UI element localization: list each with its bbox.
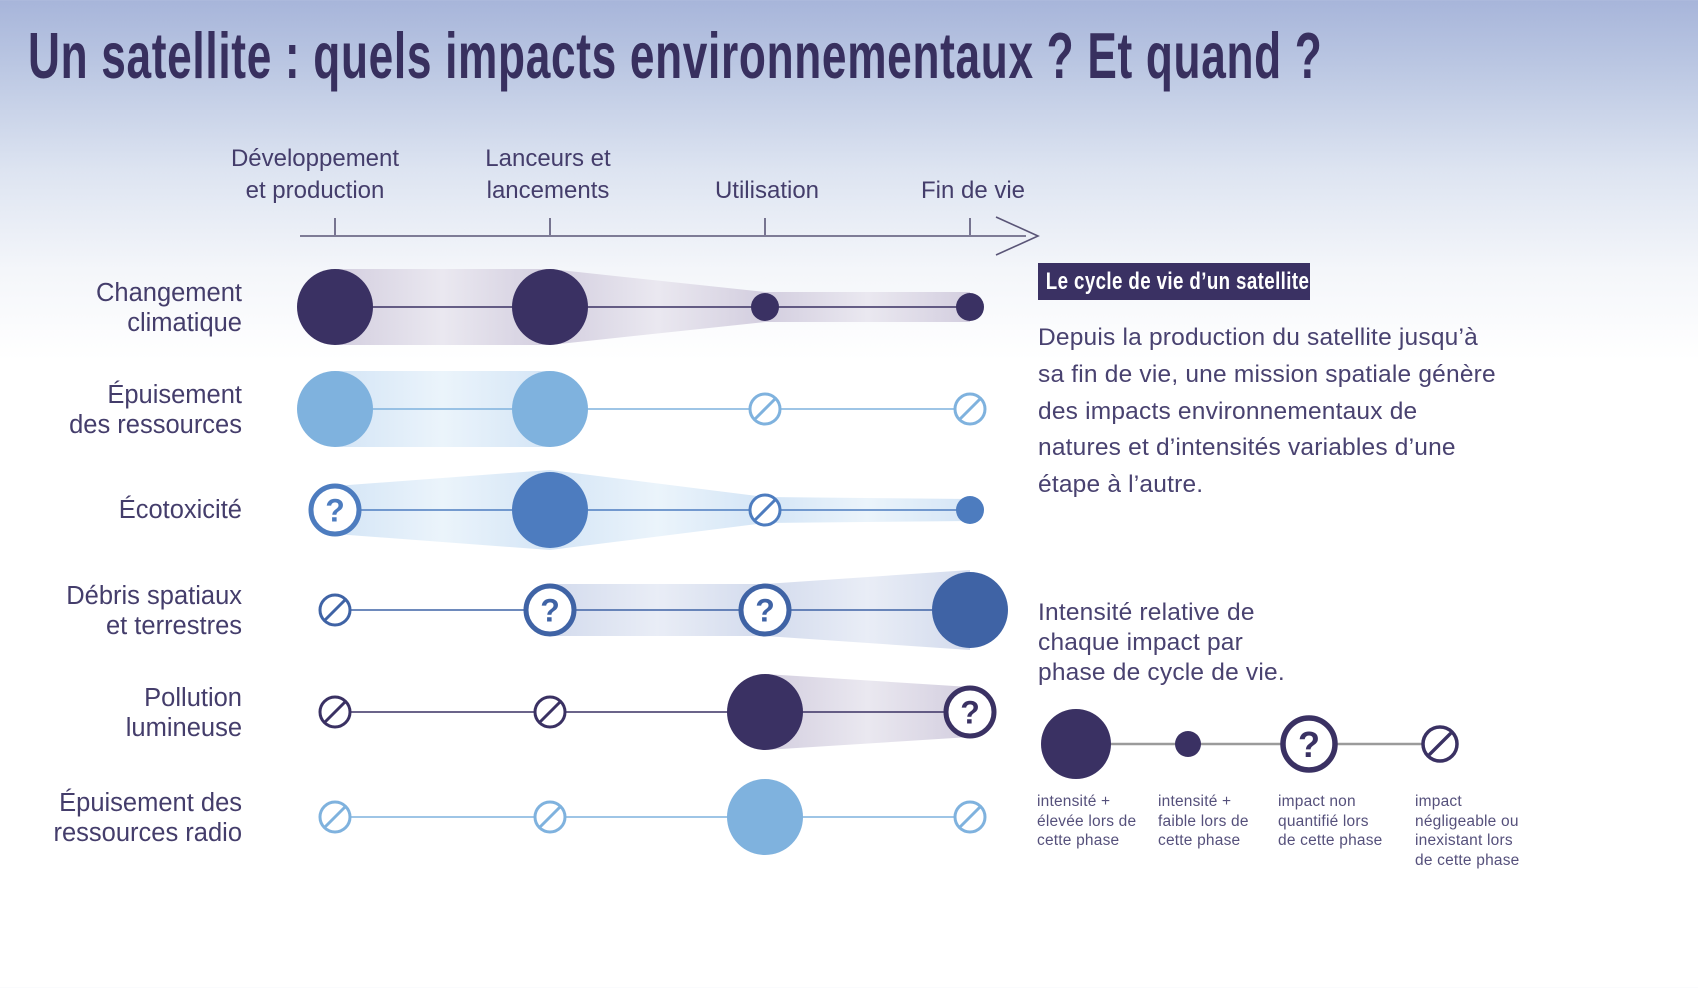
phase-label: lancements xyxy=(487,177,610,204)
phase-label: Fin de vie xyxy=(921,177,1025,204)
impact-unknown-icon xyxy=(523,583,577,637)
slash xyxy=(959,398,981,420)
phase-label: Développement xyxy=(231,145,399,172)
row-label: Débris spatiaux xyxy=(66,582,242,610)
impact-high-icon xyxy=(727,779,803,855)
slash xyxy=(959,806,981,828)
impact-unknown-icon xyxy=(1280,715,1338,773)
impact-high-icon xyxy=(1041,709,1111,779)
page-title: Un satellite : quels impacts environneme… xyxy=(28,20,1698,92)
slash xyxy=(324,806,346,828)
row-label: Changement xyxy=(96,279,242,307)
impact-high-icon xyxy=(512,371,588,447)
slash xyxy=(539,701,561,723)
row-label: Pollution xyxy=(144,684,242,712)
impact-high-icon xyxy=(297,269,373,345)
row-label: Épuisement des xyxy=(59,788,242,817)
cycle-description: Depuis la production du satellite jusqu’… xyxy=(1038,324,1496,499)
impact-unknown-icon xyxy=(943,685,997,739)
row-label: lumineuse xyxy=(126,714,242,742)
impact-high-icon xyxy=(727,674,803,750)
phase-label: Utilisation xyxy=(715,177,819,204)
question-mark: ? xyxy=(755,593,775,629)
question-mark: ? xyxy=(1298,724,1320,765)
impact-low-icon xyxy=(956,293,984,321)
row-label: climatique xyxy=(127,309,242,337)
impact-high-icon xyxy=(512,269,588,345)
slash xyxy=(539,806,561,828)
slash xyxy=(1428,732,1452,756)
row-label: ressources radio xyxy=(54,819,243,847)
phase-label: Lanceurs et xyxy=(485,145,611,172)
cycle-title-text: Le cycle de vie d’un satellite xyxy=(1045,268,1310,295)
page-title-text: Un satellite : quels impacts environneme… xyxy=(28,19,1323,92)
impact-unknown-icon xyxy=(738,583,792,637)
impact-low-icon xyxy=(1175,731,1201,757)
legend-label-low: intensité + faible lors de cette phase xyxy=(1158,793,1249,849)
question-mark: ? xyxy=(960,695,980,731)
legend-label-none: impact négligeable ou inexistant lors de… xyxy=(1415,793,1520,869)
cycle-title-badge: Le cycle de vie d’un satellite xyxy=(1038,263,1310,300)
timeline-arrow-icon xyxy=(995,216,1040,256)
row-label: Épuisement xyxy=(107,380,242,409)
impact-high-icon xyxy=(932,572,1008,648)
impact-low-icon xyxy=(956,496,984,524)
legend-label-unknown: impact non quantifié lors de cette phase xyxy=(1278,793,1383,849)
slash xyxy=(754,398,776,420)
question-mark: ? xyxy=(540,593,560,629)
impact-high-icon xyxy=(297,371,373,447)
slash xyxy=(754,499,776,521)
row-label: et terrestres xyxy=(106,612,242,640)
impact-unknown-icon xyxy=(308,483,362,537)
slash xyxy=(324,701,346,723)
row-label: des ressources xyxy=(69,411,242,439)
impact-low-icon xyxy=(751,293,779,321)
phase-label: et production xyxy=(246,177,385,204)
legend-label-high: intensité + élevée lors de cette phase xyxy=(1037,793,1137,849)
impact-high-icon xyxy=(512,472,588,548)
question-mark: ? xyxy=(325,493,345,529)
legend-intro: Intensité relative de chaque impact par … xyxy=(1038,599,1285,686)
row-label: Écotoxicité xyxy=(119,495,242,524)
slash xyxy=(324,599,346,621)
